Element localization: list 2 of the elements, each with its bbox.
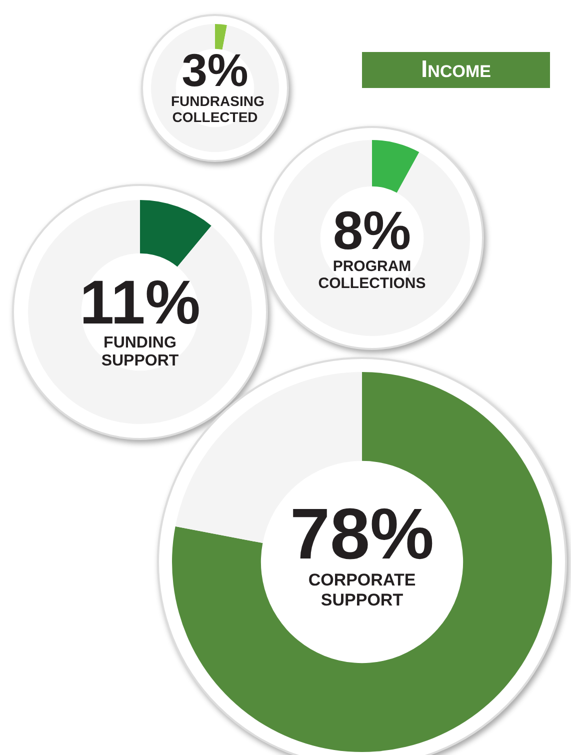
text: Income	[362, 52, 550, 88]
slice-label: FUNDING SUPPORT	[100, 334, 180, 372]
